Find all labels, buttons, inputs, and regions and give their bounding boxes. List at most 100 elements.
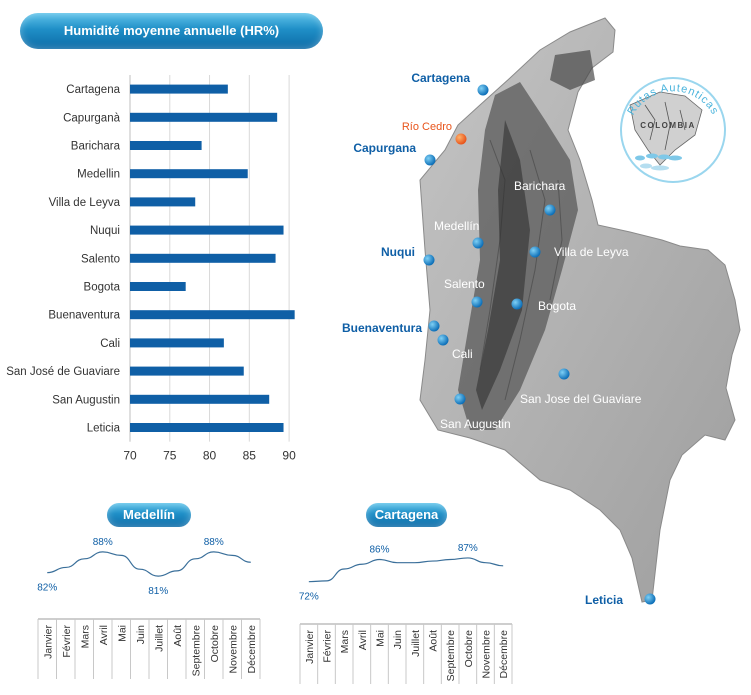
bar	[130, 423, 284, 432]
data-label: 72%	[299, 592, 319, 603]
bar	[130, 169, 248, 179]
cartagena-chart-title: Cartagena	[366, 503, 447, 527]
data-label: 88%	[93, 537, 113, 548]
map-label-medellin: Medellín	[434, 219, 479, 233]
map-pin-buenaventura: Buenaventura	[342, 320, 440, 335]
month-label: Octobre	[463, 630, 475, 668]
month-label: Février	[322, 629, 334, 662]
map-pin-villa-de-leyva: Villa de Leyva	[529, 245, 629, 259]
map-label-buenaventura: Buenaventura	[342, 321, 422, 335]
bar	[130, 338, 224, 348]
cordillera-ridge	[476, 120, 530, 410]
month-label: Avril	[357, 630, 369, 650]
chart-title-banner: Humidité moyenne annuelle (HR%)	[20, 13, 323, 49]
category-label: Salento	[81, 253, 120, 265]
month-label: Mars	[79, 625, 91, 648]
data-label: 88%	[204, 537, 224, 548]
medellin-chart-title: Medellín	[107, 503, 191, 527]
map-label-san-augustin: San Augustin	[440, 417, 511, 431]
category-label: Buenaventura	[48, 310, 120, 322]
x-tick-label: 85	[243, 449, 257, 463]
map-label-barichara: Barichara	[514, 179, 566, 193]
data-label: 82%	[37, 583, 57, 594]
bar	[130, 282, 186, 291]
map-label-villa-de-leyva: Villa de Leyva	[554, 245, 629, 259]
month-label: Avril	[98, 625, 110, 645]
series-line	[47, 551, 251, 577]
month-label: Juillet	[410, 630, 422, 657]
month-label: Juillet	[153, 625, 165, 652]
colombia-map: Rutas Autenticas COLOMBIA Cartagena Río …	[342, 17, 741, 607]
data-label: 81%	[148, 586, 168, 597]
map-pin-leticia: Leticia	[585, 593, 656, 607]
bar	[130, 310, 295, 320]
map-label-san-jose-del-guaviare: San Jose del Guaviare	[520, 392, 642, 406]
map-pin-san-jose-del-guaviare: San Jose del Guaviare	[520, 368, 642, 406]
month-label: Novembre	[227, 625, 239, 674]
map-pin-bogota: Bogota	[511, 298, 576, 313]
map-label-cali: Cali	[452, 347, 473, 361]
map-label-leticia: Leticia	[585, 593, 623, 607]
bar	[130, 112, 278, 122]
category-label: San José de Guaviare	[6, 366, 120, 378]
map-label-bogota: Bogota	[538, 299, 576, 313]
month-label: Janvier	[42, 625, 54, 659]
map-pin-capurgana: Capurgana	[353, 141, 436, 166]
month-label: Mai	[116, 625, 128, 642]
x-tick-label: 90	[282, 449, 296, 463]
category-label: Medellin	[77, 169, 120, 181]
month-label: Septembre	[190, 625, 202, 677]
data-label: 87%	[458, 543, 478, 554]
bar	[130, 225, 284, 235]
rutas-autenticas-logo: Rutas Autenticas COLOMBIA	[620, 77, 726, 183]
map-pin-barichara: Barichara	[514, 179, 566, 216]
category-label: Capurganà	[63, 112, 121, 124]
logo-center-text: COLOMBIA	[640, 121, 696, 130]
category-label: Bogota	[84, 282, 121, 294]
map-pin-salento: Salento	[444, 277, 485, 308]
category-label: San Augustin	[52, 394, 120, 406]
map-label-capurgana: Capurgana	[353, 141, 416, 155]
month-label: Août	[428, 630, 440, 652]
month-label: Mars	[339, 630, 351, 653]
data-label: 86%	[369, 545, 389, 556]
map-pin-san-augustin: San Augustin	[440, 393, 511, 431]
series-line	[308, 557, 504, 583]
month-label: Décembre	[246, 625, 258, 674]
month-label: Mai	[375, 630, 387, 647]
category-label: Villa de Leyva	[49, 197, 121, 209]
map-label-nuqui: Nuqui	[381, 245, 415, 259]
andes-shading	[479, 139, 563, 401]
month-label: Décembre	[498, 630, 510, 679]
bar	[130, 394, 270, 404]
humidity-bar-chart: 70 75 80 85 90 Cartagena Capurganà Barichara Med…	[6, 75, 296, 463]
category-label: Barichara	[71, 141, 121, 153]
x-tick-label: 75	[163, 449, 177, 463]
category-label: Cartagena	[66, 84, 120, 96]
month-label: Septembre	[445, 630, 457, 682]
bar	[130, 253, 276, 263]
sierra-nevada	[550, 50, 595, 90]
bar	[130, 141, 202, 150]
bar	[130, 84, 228, 94]
month-label: Novembre	[481, 630, 493, 679]
map-pin-cartagena: Cartagena	[411, 71, 489, 96]
map-label-salento: Salento	[444, 277, 485, 291]
medellin-humidity-line-chart: 82% 88% 81% 88% Janvier Février Mars Avril Mai Ju…	[37, 537, 261, 679]
map-pin-medellin: Medellín	[434, 219, 484, 249]
month-label: Juin	[135, 625, 147, 644]
month-label: Juin	[392, 630, 404, 649]
map-pin-rio-cedro: Río Cedro	[402, 121, 467, 145]
map-pin-nuqui: Nuqui	[381, 245, 435, 266]
month-label: Février	[61, 624, 73, 657]
month-label: Janvier	[304, 630, 316, 664]
map-label-rio-cedro: Río Cedro	[402, 121, 452, 133]
category-label: Nuqui	[90, 225, 120, 237]
bar	[130, 366, 244, 376]
x-tick-label: 80	[203, 449, 217, 463]
category-label: Cali	[100, 338, 120, 350]
map-label-cartagena: Cartagena	[411, 71, 470, 85]
map-pin-cali: Cali	[437, 334, 473, 361]
x-tick-label: 70	[123, 449, 137, 463]
month-label: Août	[172, 625, 184, 647]
